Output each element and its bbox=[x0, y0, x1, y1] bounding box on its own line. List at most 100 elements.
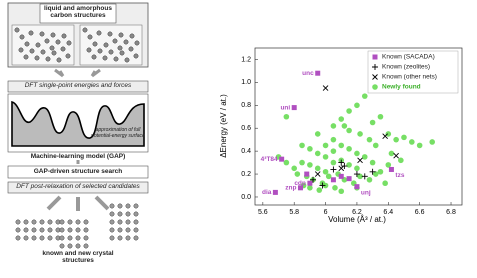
marker-circle bbox=[316, 187, 323, 193]
atom bbox=[59, 227, 65, 233]
arrows bbox=[54, 68, 101, 78]
output-label: known and new crystal structures bbox=[42, 250, 114, 265]
atom bbox=[133, 219, 139, 225]
atom bbox=[14, 27, 20, 33]
marker-circle bbox=[322, 168, 329, 175]
atom bbox=[15, 227, 21, 233]
marker-circle bbox=[314, 150, 321, 157]
atom bbox=[23, 227, 29, 233]
legend-marker bbox=[372, 84, 378, 90]
atom bbox=[117, 227, 123, 233]
point-label: dia bbox=[262, 189, 272, 196]
marker-circle bbox=[338, 142, 345, 149]
marker-circle bbox=[361, 93, 368, 99]
legend-marker bbox=[372, 54, 378, 60]
legend-label: Known (SACADA) bbox=[382, 54, 435, 61]
marker-plus bbox=[319, 182, 326, 189]
marker-circle bbox=[398, 157, 404, 164]
marker-circle bbox=[382, 180, 388, 187]
marker-plus bbox=[353, 171, 360, 178]
atom bbox=[66, 40, 72, 46]
marker-circle bbox=[388, 150, 395, 157]
marker-circle bbox=[341, 123, 348, 129]
atom bbox=[112, 38, 118, 44]
atom bbox=[60, 46, 66, 52]
atom bbox=[31, 235, 37, 241]
marker-plus bbox=[341, 163, 348, 170]
atom bbox=[50, 32, 56, 38]
marker-circle bbox=[299, 159, 305, 166]
point-label: 4³T84 bbox=[261, 156, 278, 163]
atom bbox=[97, 48, 103, 54]
marker-plus bbox=[361, 173, 368, 180]
atom bbox=[83, 227, 89, 233]
atom bbox=[47, 227, 53, 233]
atom bbox=[86, 47, 92, 53]
atom bbox=[75, 243, 81, 249]
marker-circle bbox=[377, 113, 384, 120]
marker-square bbox=[315, 70, 321, 76]
atom bbox=[82, 27, 88, 33]
atom bbox=[23, 219, 29, 225]
marker-x bbox=[393, 152, 399, 159]
marker-circle bbox=[369, 119, 376, 126]
atom bbox=[133, 53, 139, 59]
marker-circle bbox=[322, 142, 329, 149]
atom bbox=[102, 55, 108, 61]
marker-square bbox=[307, 180, 313, 186]
input-label: liquid and amorphous carbon structures bbox=[44, 5, 112, 20]
y-tick-label: 0.4 bbox=[241, 148, 251, 155]
x-tick-label: 6 bbox=[324, 209, 328, 216]
atom bbox=[75, 219, 81, 225]
y-tick-label: 1.0 bbox=[241, 79, 251, 86]
marker-square bbox=[338, 173, 344, 179]
atoms bbox=[11, 24, 143, 66]
atom-cell bbox=[79, 24, 143, 66]
marker-circle bbox=[401, 134, 407, 141]
atom bbox=[83, 219, 89, 225]
atom bbox=[125, 227, 131, 233]
atom bbox=[51, 50, 57, 56]
atom bbox=[28, 30, 34, 36]
marker-circle bbox=[429, 139, 436, 145]
y-tick-label: 0.0 bbox=[241, 194, 251, 201]
marker-circle bbox=[346, 127, 352, 134]
y-tick-label: 0.8 bbox=[241, 102, 251, 109]
marker-circle bbox=[322, 182, 329, 189]
x-axis-label: Volume (Å³ / at.) bbox=[328, 215, 386, 224]
atom bbox=[118, 32, 124, 38]
marker-circle bbox=[307, 146, 313, 152]
marker-square bbox=[297, 185, 303, 191]
step1-label: DFT single-point energies and forces bbox=[24, 82, 132, 89]
atom bbox=[23, 235, 29, 241]
step1-box bbox=[7, 80, 149, 93]
atom bbox=[119, 50, 125, 56]
atom bbox=[67, 219, 73, 225]
atom bbox=[87, 34, 93, 40]
marker-circle bbox=[307, 185, 313, 191]
atom bbox=[96, 30, 102, 36]
atom bbox=[34, 55, 40, 61]
marker-plus bbox=[338, 159, 345, 166]
marker-circle bbox=[372, 142, 379, 149]
atom bbox=[39, 235, 45, 241]
marker-circle bbox=[366, 136, 373, 143]
x-tick-label: 5.8 bbox=[289, 209, 299, 216]
marker-circle bbox=[330, 159, 337, 166]
atom bbox=[24, 41, 30, 47]
atom bbox=[83, 243, 89, 249]
atom bbox=[125, 203, 131, 209]
marker-circle bbox=[283, 159, 290, 166]
atom bbox=[67, 235, 73, 241]
atom bbox=[83, 235, 89, 241]
marker-circle bbox=[283, 113, 290, 120]
point-label: znp bbox=[285, 185, 296, 192]
marker-x bbox=[338, 165, 345, 172]
marker-circle bbox=[332, 185, 338, 191]
marker-circle bbox=[322, 154, 329, 160]
marker-circle bbox=[366, 176, 373, 183]
marker-circle bbox=[338, 116, 345, 122]
marker-circle bbox=[354, 165, 360, 172]
marker-circle bbox=[314, 165, 321, 172]
atom bbox=[35, 42, 41, 48]
